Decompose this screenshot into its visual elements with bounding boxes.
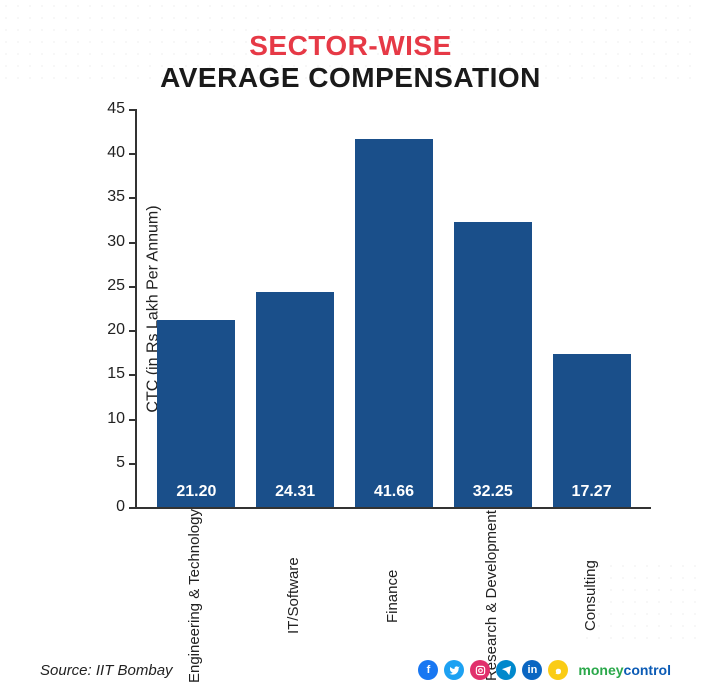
y-tick <box>129 463 137 465</box>
social-icons: f in ๑ moneycontrol <box>418 660 671 680</box>
bars-container: 21.20 24.31 41.66 32.25 17.27 <box>137 109 651 507</box>
footer: Source: IIT Bombay f in ๑ moneycontrol <box>40 660 671 680</box>
bar-value-label: 21.20 <box>176 483 216 507</box>
bar: 17.27 <box>553 354 631 507</box>
telegram-icon <box>496 660 516 680</box>
linkedin-icon: in <box>522 660 542 680</box>
bar-value-label: 24.31 <box>275 483 315 507</box>
y-tick <box>129 242 137 244</box>
koo-icon: ๑ <box>548 660 568 680</box>
y-tick-label: 30 <box>107 233 125 251</box>
bar: 41.66 <box>355 139 433 507</box>
y-tick <box>129 153 137 155</box>
y-tick <box>129 197 137 199</box>
y-tick-label: 5 <box>116 454 125 472</box>
y-tick <box>129 286 137 288</box>
bar: 32.25 <box>454 222 532 507</box>
y-tick <box>129 419 137 421</box>
bar-value-label: 41.66 <box>374 483 414 507</box>
bar-chart: CTC (in Rs Lakh Per Annum) 21.2024.3141.… <box>100 109 661 509</box>
source-text: Source: IIT Bombay <box>40 662 173 679</box>
twitter-icon <box>444 660 464 680</box>
moneycontrol-logo: moneycontrol <box>578 662 671 678</box>
logo-part1: money <box>578 662 623 678</box>
plot-area: 21.2024.3141.6632.2517.27 05101520253035… <box>135 109 651 509</box>
y-tick-label: 45 <box>107 100 125 118</box>
y-tick <box>129 374 137 376</box>
chart-title: SECTOR-WISE AVERAGE COMPENSATION <box>40 30 661 94</box>
y-tick-label: 40 <box>107 144 125 162</box>
y-tick-label: 35 <box>107 188 125 206</box>
logo-part2: control <box>624 662 671 678</box>
bar: 24.31 <box>256 292 334 507</box>
title-line1: SECTOR-WISE <box>40 30 661 62</box>
bar: 21.20 <box>157 320 235 508</box>
y-tick-label: 15 <box>107 365 125 383</box>
y-tick-label: 20 <box>107 321 125 339</box>
y-tick <box>129 330 137 332</box>
facebook-icon: f <box>418 660 438 680</box>
bar-value-label: 32.25 <box>473 483 513 507</box>
y-tick-label: 10 <box>107 410 125 428</box>
y-tick-label: 0 <box>116 498 125 516</box>
instagram-icon <box>470 660 490 680</box>
title-line2: AVERAGE COMPENSATION <box>40 62 661 94</box>
bar-value-label: 17.27 <box>572 483 612 507</box>
y-tick-label: 25 <box>107 277 125 295</box>
y-tick <box>129 109 137 111</box>
